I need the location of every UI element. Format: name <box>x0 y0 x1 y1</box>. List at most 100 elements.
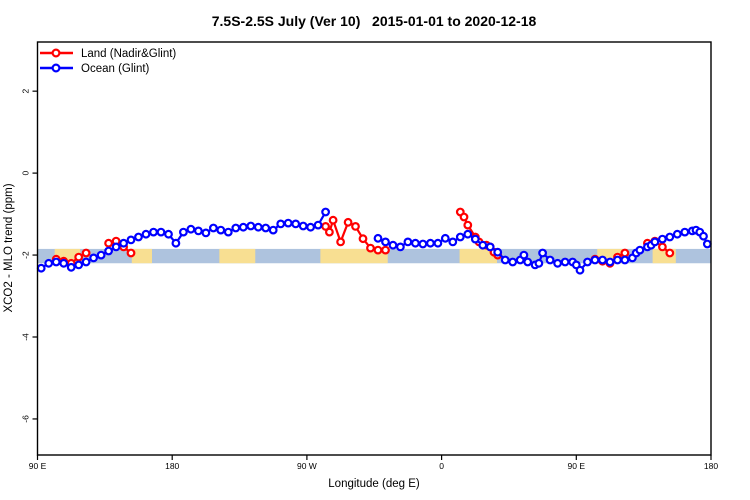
ocean-series-point <box>36 263 46 273</box>
ocean-series-point <box>575 265 585 275</box>
ocean-series-point <box>493 247 503 257</box>
ocean-series-point <box>104 246 113 256</box>
ocean-series-point <box>635 245 645 255</box>
x-tick-label: 180 <box>165 461 179 471</box>
ocean-series-point <box>381 237 390 247</box>
ocean-series-point <box>149 227 158 237</box>
ocean-series-point <box>51 257 61 267</box>
x-tick-label: 180 <box>704 461 718 471</box>
ocean-series-point <box>418 239 428 249</box>
land-series-point <box>358 234 368 244</box>
ocean-series-point <box>74 260 84 270</box>
land-series-point <box>463 220 473 230</box>
ocean-series-point <box>171 238 181 248</box>
ocean-series-point <box>231 223 241 233</box>
land-series-point <box>459 212 469 222</box>
y-axis-title: XCO2 - MLO trend (ppm) <box>3 183 15 312</box>
ocean-series-point <box>253 222 263 232</box>
legend-land-marker-icon <box>51 48 61 58</box>
ocean-series-point <box>216 225 226 235</box>
ocean-series-point <box>403 237 413 247</box>
ocean-series-point <box>44 258 54 268</box>
y-tick-label: -6 <box>21 415 31 423</box>
ocean-series-point <box>500 255 510 265</box>
ocean-series-point <box>680 227 690 237</box>
legend-land-label: Land (Nadir&Glint) <box>81 48 176 60</box>
ocean-series-point <box>508 257 518 267</box>
land-series-point <box>366 243 375 253</box>
ocean-series-point <box>448 237 458 247</box>
y-tick-label: 2 <box>21 89 31 94</box>
ocean-series-point <box>201 228 211 238</box>
land-series-point <box>104 238 113 248</box>
land-series-point <box>74 252 84 262</box>
ocean-series-point <box>193 226 203 236</box>
land-series-point <box>665 248 675 258</box>
ocean-series-point <box>665 232 675 242</box>
chart-title: 7.5S-2.5S July (Ver 10) 2015-01-01 to 20… <box>212 13 537 29</box>
ocean-series-point <box>433 238 443 248</box>
ocean-series-point <box>298 221 308 231</box>
ocean-series-point <box>470 234 480 244</box>
land-series-point <box>343 217 353 227</box>
ocean-series-point <box>89 253 98 263</box>
legend-item-ocean: Ocean (Glint) <box>40 63 150 75</box>
ocean-series-point <box>553 258 562 268</box>
ocean-series-point <box>426 238 435 248</box>
ocean-series-point <box>590 255 600 265</box>
land-series-point <box>336 237 346 247</box>
ocean-series-point <box>478 240 488 250</box>
ocean-series-point <box>186 224 196 234</box>
legend-ocean-label: Ocean (Glint) <box>81 63 150 75</box>
ocean-series-point <box>306 222 316 232</box>
y-tick-label: 0 <box>21 170 31 175</box>
ocean-series-point <box>111 242 121 252</box>
ocean-series-point <box>66 262 76 272</box>
ocean-series-point <box>613 255 622 265</box>
y-tick-label: -4 <box>21 333 31 341</box>
ocean-series-point <box>485 242 495 252</box>
ocean-series-point <box>276 219 286 229</box>
ocean-series-point <box>246 221 256 231</box>
ocean-series-point <box>134 232 143 242</box>
plot-area: 90 E 180 90 W 0 90 E 180 2 0 -2 -4 -6 <box>21 41 718 471</box>
ocean-series-point <box>313 220 323 230</box>
ocean-series-point <box>164 229 173 239</box>
legend-item-land: Land (Nadir&Glint) <box>40 48 176 60</box>
ocean-series-point <box>396 242 405 252</box>
ocean-series-point <box>658 234 667 244</box>
legend: Land (Nadir&Glint) Ocean (Glint) <box>40 48 176 75</box>
ocean-series-point <box>699 231 708 241</box>
ocean-series-point <box>545 255 555 265</box>
land-series-point <box>381 245 390 255</box>
ocean-series-point <box>672 229 682 239</box>
ocean-series-point <box>463 229 473 239</box>
ocean-series-point <box>702 239 712 249</box>
ocean-series-point <box>291 219 301 229</box>
x-axis-title: Longitude (deg E) <box>328 478 420 490</box>
ocean-series-point <box>261 223 271 233</box>
ocean-series-point <box>534 258 544 268</box>
ocean-series-point <box>268 225 278 235</box>
land-series-point <box>658 242 667 252</box>
ocean-series-point <box>388 240 398 250</box>
ocean-series-point <box>59 258 69 268</box>
ocean-series-point <box>373 233 383 243</box>
ocean-series-point <box>455 232 465 242</box>
ocean-series-point <box>223 227 233 237</box>
ocean-series-point <box>81 257 91 267</box>
ocean-series-point <box>605 257 615 267</box>
x-tick-label: 90 W <box>297 461 317 471</box>
ocean-series-point <box>208 223 218 233</box>
ocean-series-point <box>283 218 293 228</box>
ocean-series-point <box>321 207 331 217</box>
land-series-point <box>325 227 334 237</box>
flagged-band-segment <box>459 248 497 264</box>
ocean-series-point <box>119 238 128 248</box>
legend-ocean-marker-icon <box>51 63 61 73</box>
land-series-point <box>81 248 91 258</box>
land-series-point <box>351 221 360 231</box>
ocean-series-point <box>126 235 136 245</box>
